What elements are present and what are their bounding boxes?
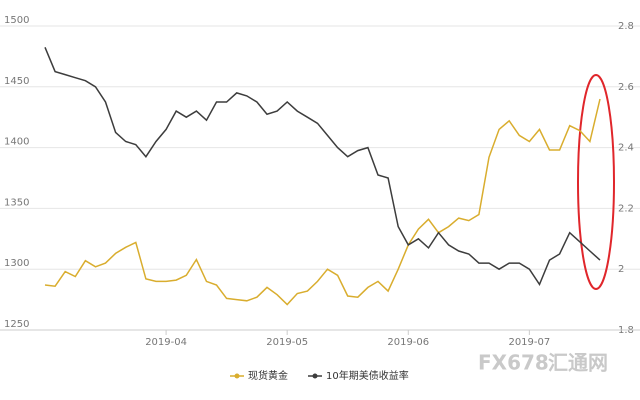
- legend-label: 现货黄金: [248, 369, 288, 382]
- legend-label: 10年期美债收益率: [326, 369, 409, 382]
- y-tick-label: 1350: [4, 197, 29, 208]
- axes: 1250130013501400145015001.822.22.42.62.8…: [0, 15, 640, 348]
- y-tick-label: 1300: [4, 258, 29, 269]
- y-tick-label: 1250: [4, 319, 29, 330]
- legend-marker: [312, 373, 318, 379]
- highlight-ellipse: [577, 74, 615, 290]
- watermark-brand: FX678: [478, 351, 549, 375]
- watermark-site: 汇通网: [548, 351, 608, 375]
- plot: [44, 47, 601, 306]
- y-tick-label: 1450: [4, 76, 29, 87]
- legend-marker: [234, 373, 240, 379]
- y-tick-label: 1400: [4, 137, 29, 148]
- x-tick-label: 2019-04: [145, 337, 187, 348]
- legend: 现货黄金 10年期美债收益率: [230, 369, 409, 382]
- series-line: [44, 47, 601, 286]
- series-line: [44, 98, 601, 306]
- x-tick-label: 2019-05: [266, 337, 308, 348]
- y-tick-label: 1500: [4, 15, 29, 26]
- y2-tick-label: 2: [618, 264, 624, 275]
- y2-tick-label: 2.8: [618, 21, 634, 32]
- x-tick-label: 2019-06: [387, 337, 429, 348]
- y2-tick-label: 2.6: [618, 82, 634, 93]
- y2-tick-label: 2.2: [618, 203, 634, 214]
- x-tick-label: 2019-07: [508, 337, 550, 348]
- y2-tick-label: 2.4: [618, 143, 634, 154]
